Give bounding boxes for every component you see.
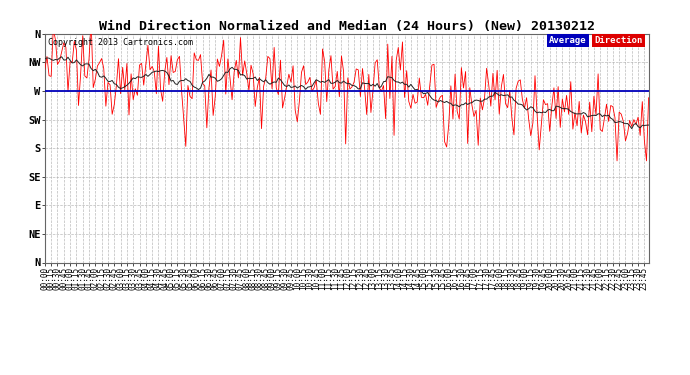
Text: Direction: Direction	[594, 36, 642, 45]
Text: Copyright 2013 Cartronics.com: Copyright 2013 Cartronics.com	[48, 38, 193, 47]
Text: Average: Average	[549, 36, 586, 45]
Title: Wind Direction Normalized and Median (24 Hours) (New) 20130212: Wind Direction Normalized and Median (24…	[99, 20, 595, 33]
